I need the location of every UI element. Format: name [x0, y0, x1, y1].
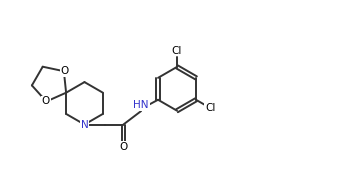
Text: O: O	[119, 142, 127, 152]
Text: HN: HN	[133, 100, 149, 110]
Text: N: N	[81, 120, 88, 130]
Text: Cl: Cl	[205, 103, 215, 113]
Text: O: O	[60, 66, 69, 76]
Text: O: O	[42, 96, 50, 106]
Text: Cl: Cl	[172, 46, 182, 56]
